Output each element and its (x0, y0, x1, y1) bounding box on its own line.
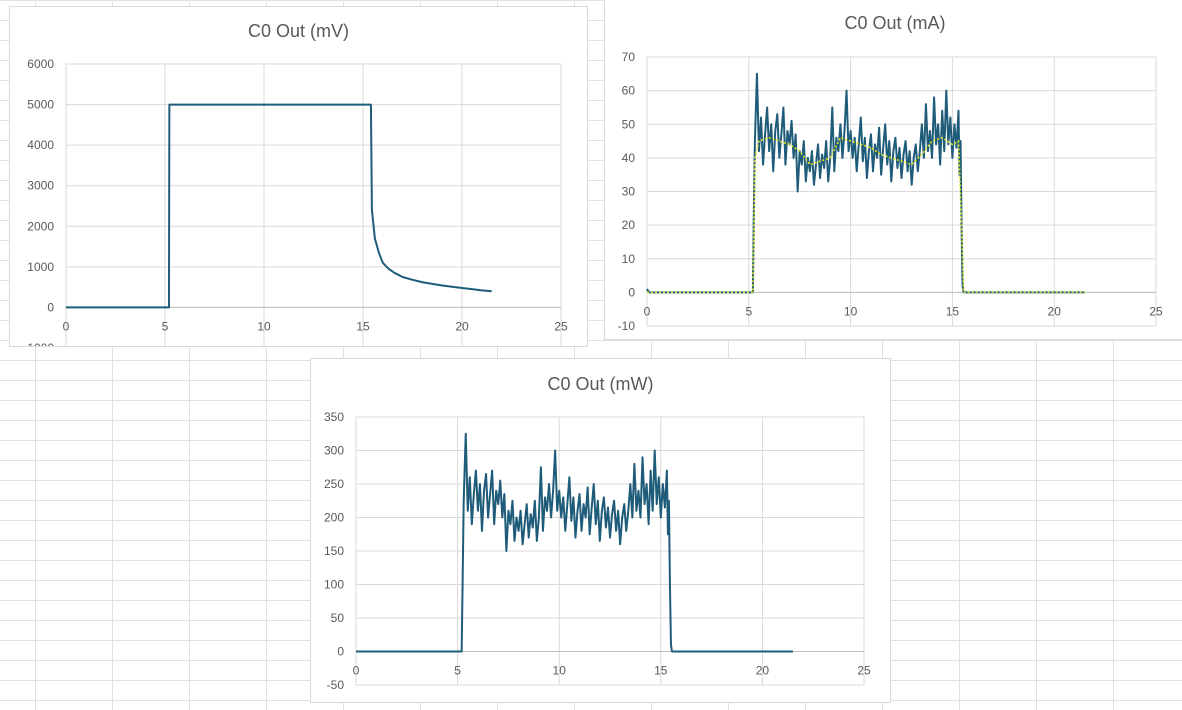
chart-mv-svg: -1000 0 1000 2000 3000 4000 5000 6000 0 5 10 15 20 25… (23, 21, 568, 346)
y-tick-label: 30 (622, 185, 636, 199)
plot-area (355, 416, 865, 686)
series-line (66, 103, 492, 309)
series-line (646, 72, 1085, 294)
x-tick-label: 15 (654, 664, 668, 678)
y-tick-label: -50 (327, 678, 345, 692)
y-tick-label: 20 (622, 218, 636, 232)
y-tick-label: 60 (622, 84, 636, 98)
y-tick-label: 200 (324, 511, 344, 525)
y-tick-label: 70 (622, 50, 636, 64)
x-tick-label: 25 (1149, 304, 1163, 318)
y-tick-label: 10 (622, 252, 636, 266)
x-tick-label: 5 (162, 319, 169, 333)
y-tick-label: 150 (324, 544, 344, 558)
y-tick-label: 5000 (27, 98, 54, 112)
chart-title: C0 Out (mA) (844, 13, 945, 33)
y-tick-label: 2000 (27, 219, 54, 233)
y-tick-label: 50 (331, 611, 345, 625)
y-tick-label: 50 (622, 117, 636, 131)
x-tick-label: 10 (553, 664, 567, 678)
y-tick-label: 4000 (27, 138, 54, 152)
chart-ma: -10 0 10 20 30 40 50 60 70 0 5 10 15 20 25 C0 Out (mA) (604, 0, 1182, 340)
chart-ma-svg: -10 0 10 20 30 40 50 60 70 0 5 10 15 20 25 C0 Out (mA) (618, 13, 1163, 333)
x-tick-label: 20 (756, 664, 770, 678)
y-tick-label: -1000 (23, 341, 54, 346)
x-tick-label: 25 (857, 664, 871, 678)
y-tick-label: -10 (618, 319, 636, 333)
y-tick-label: 40 (622, 151, 636, 165)
chart-title: C0 Out (mV) (248, 21, 349, 41)
y-tick-label: 0 (47, 300, 54, 314)
y-tick-label: 0 (628, 285, 635, 299)
plot-area (65, 63, 562, 346)
x-tick-label: 15 (356, 319, 370, 333)
x-tick-label: 0 (644, 304, 651, 318)
chart-mw-svg: -50 0 50 100 150 200 250 300 350 0 5 10 15 20 25 C0 Out… (324, 374, 871, 692)
series-line (356, 432, 793, 653)
x-tick-label: 10 (844, 304, 858, 318)
y-tick-label: 300 (324, 444, 344, 458)
x-tick-label: 5 (745, 304, 752, 318)
y-tick-label: 350 (324, 410, 344, 424)
y-tick-label: 250 (324, 477, 344, 491)
x-tick-label: 5 (454, 664, 461, 678)
chart-title: C0 Out (mW) (548, 374, 654, 394)
x-tick-label: 20 (455, 319, 469, 333)
y-tick-label: 100 (324, 578, 344, 592)
x-tick-label: 20 (1048, 304, 1062, 318)
y-tick-label: 1000 (27, 260, 54, 274)
x-tick-label: 0 (63, 319, 70, 333)
x-tick-label: 10 (257, 319, 271, 333)
x-tick-label: 15 (946, 304, 960, 318)
chart-mv: -1000 0 1000 2000 3000 4000 5000 6000 0 5 10 15 20 25… (9, 6, 588, 347)
y-tick-label: 6000 (27, 57, 54, 71)
x-tick-label: 25 (554, 319, 568, 333)
chart-mw: -50 0 50 100 150 200 250 300 350 0 5 10 15 20 25 C0 Out… (310, 358, 891, 703)
plot-area (646, 56, 1157, 327)
trend-line (647, 136, 1085, 294)
y-tick-label: 0 (337, 645, 344, 659)
x-tick-label: 0 (353, 664, 360, 678)
y-tick-label: 3000 (27, 179, 54, 193)
